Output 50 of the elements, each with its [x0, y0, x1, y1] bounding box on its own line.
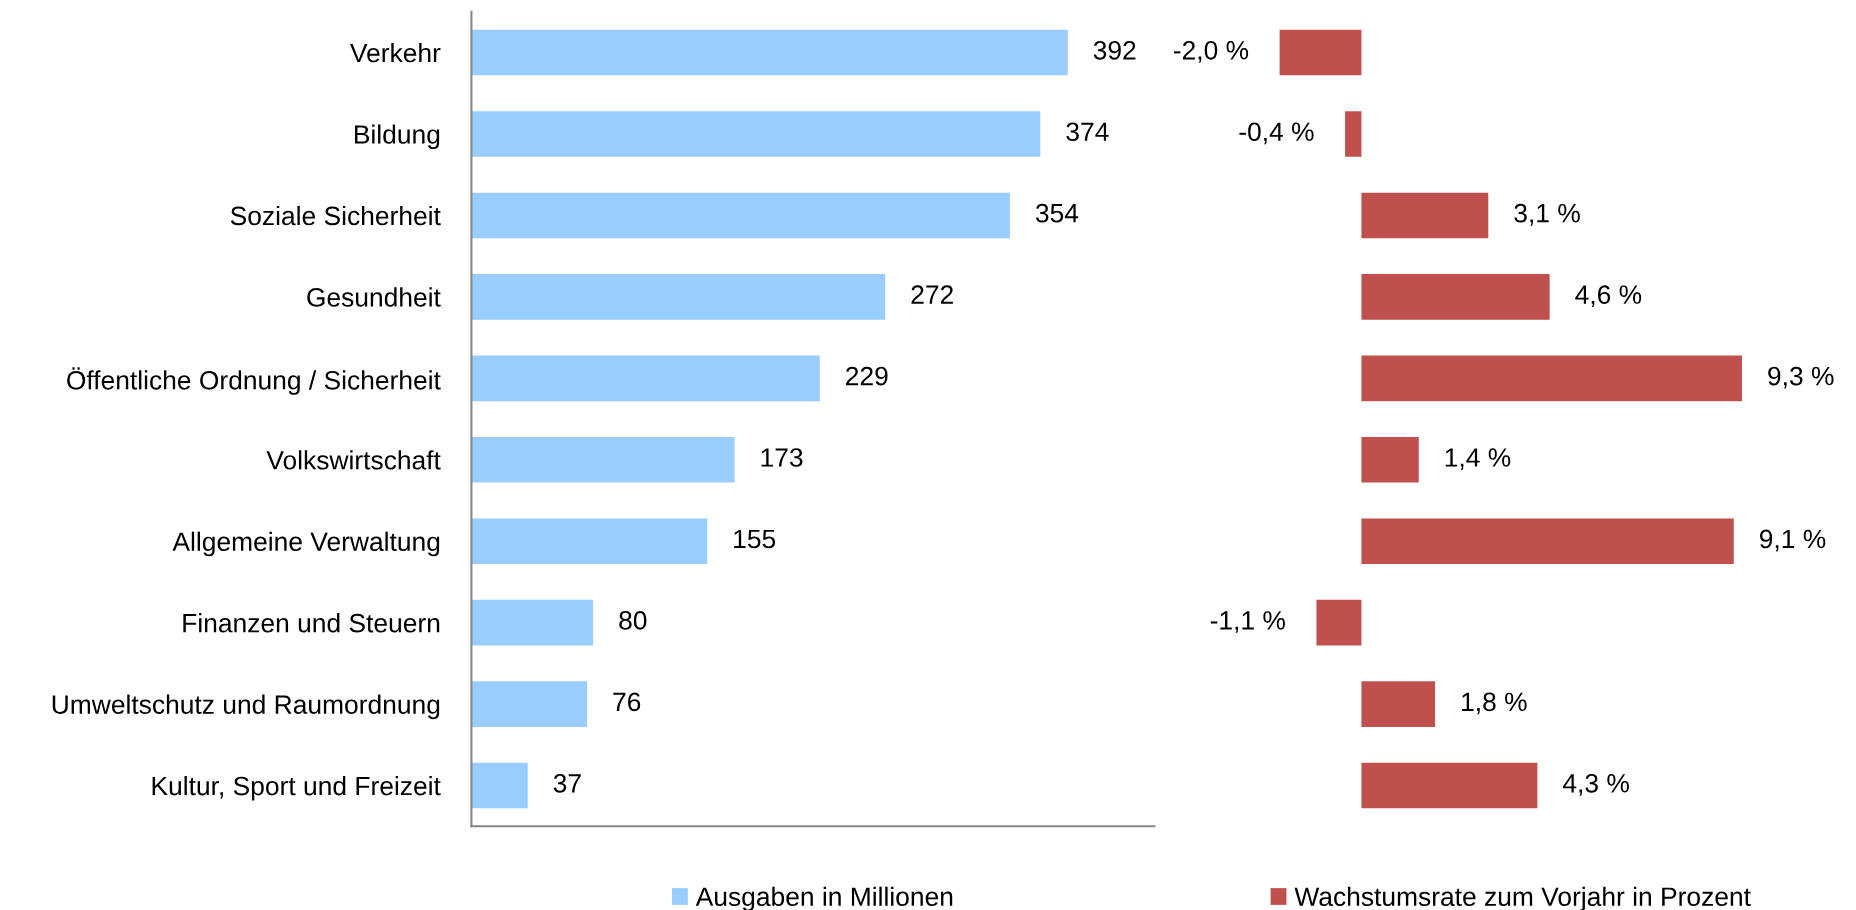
- bar: [1361, 762, 1538, 809]
- data-label: 374: [1066, 122, 1109, 142]
- bar: [471, 274, 886, 320]
- bar: [471, 762, 528, 809]
- y-tick-label: Bildung: [355, 124, 440, 150]
- data-label: -0,4 %: [1239, 122, 1314, 145]
- data-label: 229: [846, 366, 888, 386]
- data-label: -2,0 %: [1173, 40, 1249, 63]
- data-label: 354: [1035, 203, 1079, 223]
- data-label: 392: [1093, 40, 1136, 60]
- data-label: 76: [613, 692, 641, 712]
- bar: [1361, 355, 1742, 402]
- bar: [1361, 192, 1489, 239]
- data-label: 1,8 %: [1462, 692, 1527, 715]
- bar: [471, 599, 594, 646]
- y-tick-label: Verkehr: [350, 42, 441, 63]
- data-label: 173: [761, 448, 803, 467]
- data-label: 9,1 %: [1759, 529, 1826, 552]
- data-label: 4,3 %: [1562, 773, 1629, 796]
- bar: [1279, 29, 1362, 76]
- y-tick-label: Volkswirtschaft: [266, 450, 441, 470]
- data-label: 4,6 %: [1575, 285, 1642, 308]
- data-label: 37: [553, 773, 581, 793]
- bar: [471, 436, 735, 483]
- data-label: -1,1 %: [1210, 611, 1285, 633]
- bar: [471, 355, 820, 402]
- data-label: 1,4 %: [1445, 448, 1511, 470]
- y-tick-label: Öffentliche Ordnung / Sicherheit: [67, 367, 441, 395]
- bar: [1361, 436, 1419, 483]
- data-label: 272: [911, 285, 953, 304]
- bar: [471, 192, 1010, 239]
- bar: [1361, 518, 1734, 565]
- y-tick-label: Allgemeine Verwaltung: [172, 531, 440, 557]
- y-tick-label: Gesundheit: [307, 287, 441, 307]
- bar: [1361, 274, 1550, 320]
- data-label: 3,1 %: [1514, 203, 1580, 226]
- data-label: 80: [619, 611, 647, 630]
- bar: [471, 29, 1068, 76]
- bar: [1361, 681, 1436, 727]
- data-label: 9,3 %: [1768, 366, 1834, 389]
- bar: [471, 111, 1041, 157]
- y-tick-label: Finanzen und Steuern: [183, 613, 440, 633]
- bar: [1316, 599, 1362, 646]
- bar: [1345, 111, 1362, 157]
- y-tick-label: Umweltschutz und Raumordnung: [52, 694, 440, 720]
- bar: [471, 518, 708, 565]
- y-tick-label: Kultur, Sport und Freizeit: [152, 776, 441, 801]
- bar: [471, 681, 588, 727]
- data-label: 155: [734, 529, 776, 549]
- y-tick-label: Soziale Sicherheit: [230, 205, 441, 226]
